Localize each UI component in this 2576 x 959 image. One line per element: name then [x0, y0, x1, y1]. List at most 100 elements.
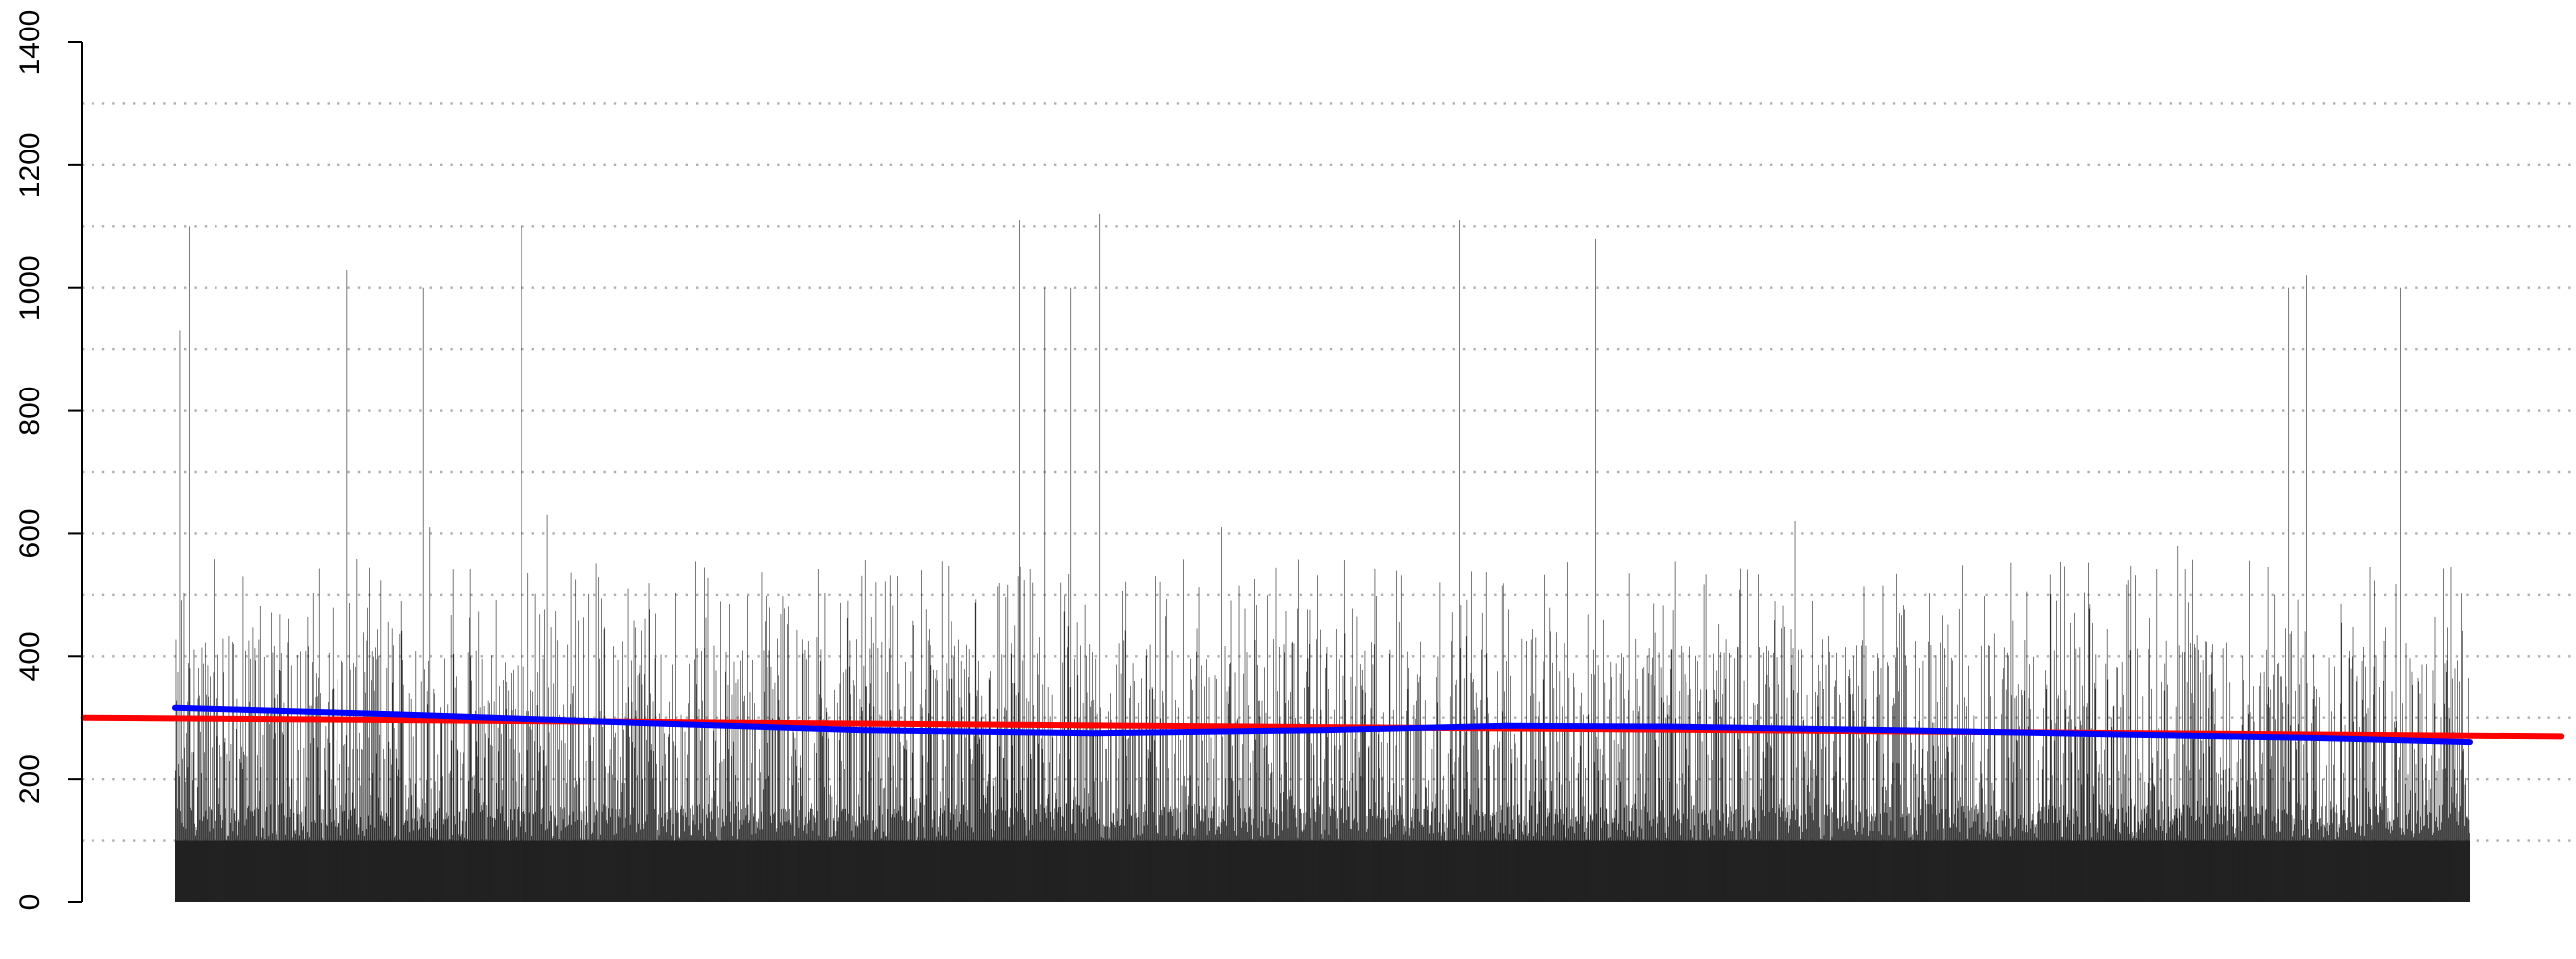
bar — [2269, 768, 2271, 902]
bar — [2116, 666, 2118, 902]
bar — [2364, 835, 2365, 902]
bar — [1121, 819, 1123, 902]
bar — [768, 650, 770, 902]
bar — [1618, 823, 1620, 902]
bar — [519, 821, 521, 902]
bar — [1359, 757, 1360, 902]
bar — [1633, 830, 1635, 902]
bar — [1139, 835, 1141, 902]
bar — [1921, 767, 1922, 902]
bar — [1603, 619, 1604, 902]
bar — [976, 690, 978, 902]
bar — [250, 811, 252, 902]
bar — [1309, 609, 1311, 902]
bar — [2222, 824, 2223, 902]
bar — [985, 713, 987, 902]
bar — [265, 811, 266, 902]
bar — [769, 607, 770, 902]
bar — [1619, 673, 1621, 902]
bar — [446, 818, 448, 902]
bar — [1954, 736, 1956, 902]
bar — [1051, 826, 1052, 902]
bar — [593, 822, 595, 902]
bar — [2029, 664, 2030, 902]
bar — [1475, 692, 1477, 902]
bar — [1421, 825, 1423, 902]
bar — [1032, 582, 1034, 902]
bar — [1471, 571, 1472, 902]
bar — [878, 757, 879, 902]
bar — [1919, 815, 1921, 902]
bar — [767, 742, 768, 902]
bar — [588, 593, 590, 902]
bar — [2453, 731, 2454, 902]
bar — [1889, 807, 1890, 902]
bar — [1456, 812, 1458, 902]
bar — [203, 816, 205, 902]
bar — [1593, 762, 1595, 902]
bar — [1295, 717, 1296, 902]
bar — [1682, 773, 1683, 902]
bar — [1103, 824, 1105, 902]
bar — [1605, 773, 1606, 902]
bar — [823, 719, 824, 902]
bar — [1418, 682, 1419, 902]
bar — [2145, 827, 2146, 902]
bar — [739, 829, 740, 902]
bar — [1414, 718, 1416, 902]
bar — [919, 798, 920, 902]
bar — [980, 717, 982, 902]
bar — [411, 795, 413, 902]
bar — [1866, 809, 1867, 902]
bar — [1743, 680, 1745, 902]
bar — [2230, 809, 2231, 902]
bar — [231, 808, 232, 902]
bar — [727, 722, 728, 902]
bar — [1543, 661, 1545, 902]
bar — [2360, 835, 2361, 902]
bar — [2177, 817, 2178, 902]
bar — [2456, 793, 2457, 902]
bar — [1465, 636, 1467, 902]
bar — [1680, 835, 1681, 902]
bar — [1766, 645, 1767, 902]
bar — [1733, 717, 1735, 902]
bar — [1382, 712, 1384, 902]
bar — [1710, 809, 1712, 902]
bar — [1698, 813, 1700, 902]
bar — [2011, 782, 2013, 902]
bar — [328, 701, 329, 902]
bar — [1934, 795, 1935, 902]
bar — [434, 781, 436, 902]
bar — [629, 824, 631, 902]
bar — [1473, 679, 1474, 902]
bar — [2394, 721, 2395, 902]
bar — [2142, 696, 2144, 902]
bar — [2269, 707, 2270, 902]
bar — [1410, 729, 1411, 902]
bar — [2420, 816, 2421, 902]
bar — [1365, 692, 1366, 902]
bar — [354, 807, 356, 902]
bar — [2359, 726, 2360, 902]
bar — [471, 813, 473, 902]
bar — [885, 836, 887, 902]
bar — [702, 808, 704, 902]
bar — [2336, 813, 2338, 902]
bar — [419, 828, 421, 902]
bar — [1651, 826, 1653, 902]
bar — [2212, 691, 2214, 902]
bar — [838, 740, 840, 902]
bar — [1812, 600, 1813, 902]
bar — [300, 822, 302, 902]
bar — [1825, 747, 1826, 902]
bar — [2326, 831, 2328, 902]
bar — [922, 755, 924, 902]
bar — [1029, 569, 1031, 902]
bar — [1681, 645, 1683, 902]
bar — [2388, 829, 2389, 902]
bar — [2147, 805, 2148, 902]
bar — [1811, 730, 1812, 902]
bar — [1193, 835, 1195, 902]
bar — [475, 710, 476, 902]
